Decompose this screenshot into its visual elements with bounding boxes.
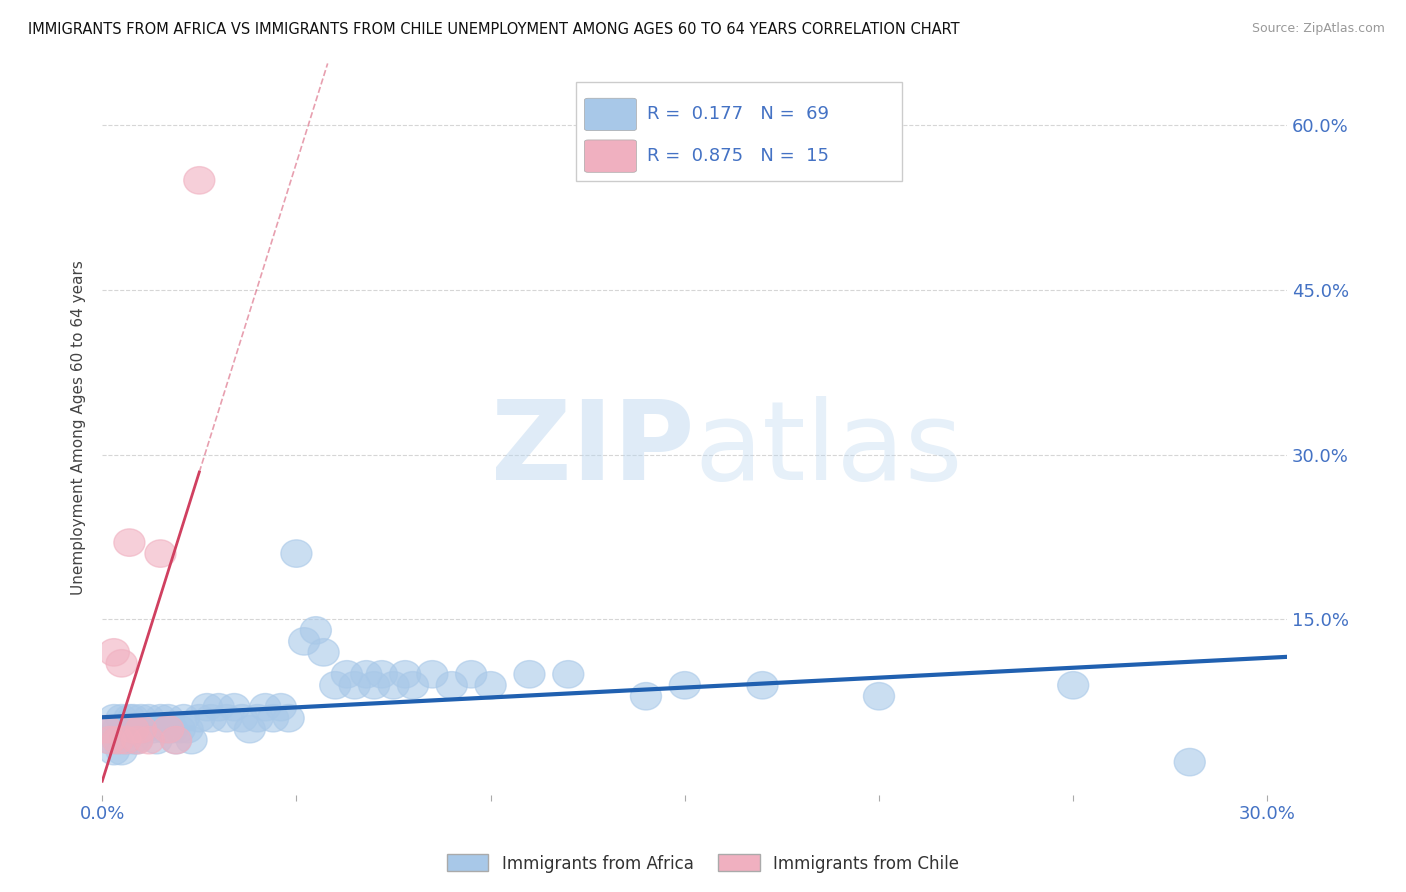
Y-axis label: Unemployment Among Ages 60 to 64 years: Unemployment Among Ages 60 to 64 years (72, 260, 86, 595)
Text: R =  0.177   N =  69: R = 0.177 N = 69 (647, 105, 830, 123)
Text: ZIP: ZIP (491, 396, 695, 503)
Text: R =  0.875   N =  15: R = 0.875 N = 15 (647, 147, 830, 165)
Text: IMMIGRANTS FROM AFRICA VS IMMIGRANTS FROM CHILE UNEMPLOYMENT AMONG AGES 60 TO 64: IMMIGRANTS FROM AFRICA VS IMMIGRANTS FRO… (28, 22, 960, 37)
FancyBboxPatch shape (585, 140, 637, 172)
FancyBboxPatch shape (576, 82, 901, 181)
Text: atlas: atlas (695, 396, 963, 503)
Text: Source: ZipAtlas.com: Source: ZipAtlas.com (1251, 22, 1385, 36)
Legend: Immigrants from Africa, Immigrants from Chile: Immigrants from Africa, Immigrants from … (440, 847, 966, 880)
FancyBboxPatch shape (585, 98, 637, 130)
